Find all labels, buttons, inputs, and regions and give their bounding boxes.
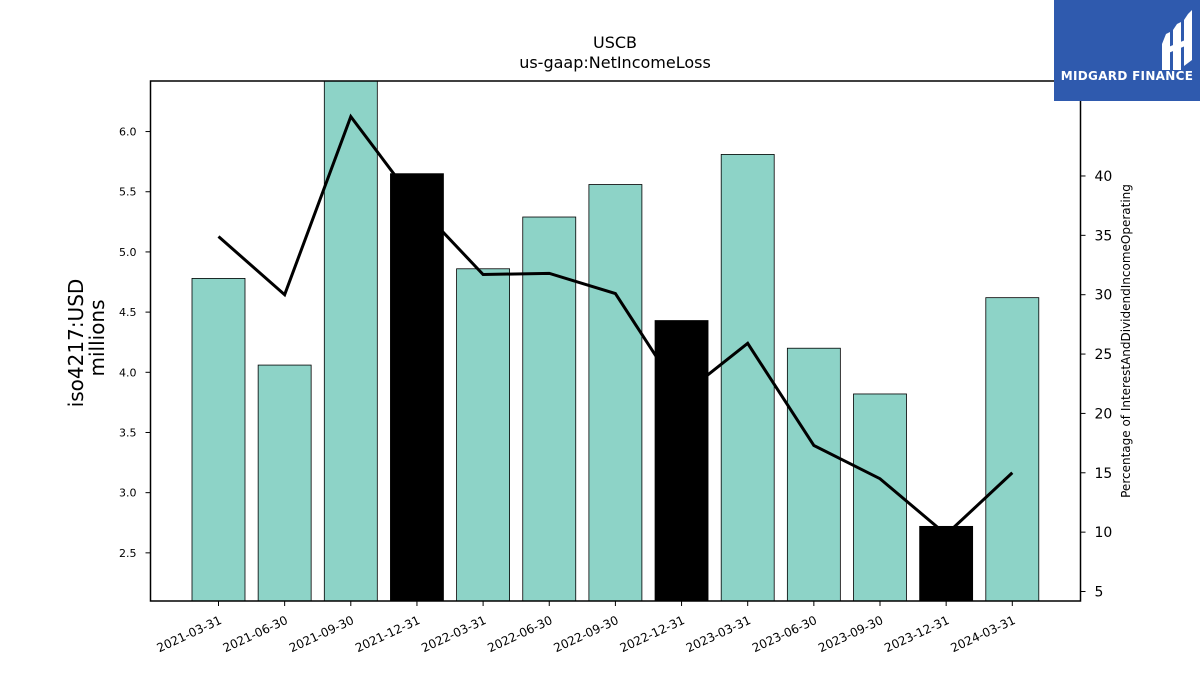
y2-tick-label: 35 xyxy=(1095,228,1113,244)
bar-2022-03-31 xyxy=(456,268,511,602)
y-tick-label: 3.0 xyxy=(119,487,137,500)
x-tick-label: 2023-12-31 xyxy=(882,613,951,655)
x-tick-label: 2023-09-30 xyxy=(816,613,885,655)
line-series xyxy=(217,113,1014,537)
y-tick-label: 6.0 xyxy=(119,126,137,139)
bar-2021-09-30 xyxy=(323,80,378,602)
x-tick-label: 2023-06-30 xyxy=(750,613,819,655)
y-tick-label: 5.0 xyxy=(119,246,137,259)
y-axis-label: iso4217:USD xyxy=(64,279,88,408)
chart-title: USCB xyxy=(593,33,637,52)
x-tick-label: 2022-06-30 xyxy=(485,613,554,655)
bar-2024-03-31 xyxy=(985,297,1040,602)
y2-tick-label: 20 xyxy=(1095,406,1113,422)
y2-axis-label: Percentage of InterestAndDividendIncomeO… xyxy=(1119,184,1133,498)
logo-mark-icon xyxy=(1162,10,1192,70)
y2-tick-label: 30 xyxy=(1095,288,1113,304)
y-axis-left: 2.5 3.0 3.5 4.0 4.5 5.0 5.5 6.0 xyxy=(119,126,151,560)
x-tick-label: 2021-06-30 xyxy=(221,613,290,655)
bar-2023-09-30 xyxy=(853,393,907,602)
logo-text: MIDGARD FINANCE xyxy=(1060,69,1194,83)
y2-tick-label: 40 xyxy=(1095,169,1113,185)
y-axis-right: 5 10 15 20 25 30 35 40 xyxy=(1080,169,1113,601)
x-tick-label: 2024-03-31 xyxy=(948,613,1017,655)
x-tick-label: 2022-09-30 xyxy=(552,613,621,655)
x-tick-label: 2021-03-31 xyxy=(155,613,224,655)
y-tick-label: 4.5 xyxy=(119,306,137,319)
bar-2021-06-30 xyxy=(257,364,312,602)
x-tick-label: 2023-03-31 xyxy=(684,613,753,655)
bar-2023-12-31 xyxy=(919,525,974,602)
brand-logo: MIDGARD FINANCE xyxy=(1054,0,1200,101)
y-tick-label: 2.5 xyxy=(119,547,137,560)
bar-2023-03-31 xyxy=(720,154,775,602)
y2-tick-label: 10 xyxy=(1095,525,1113,541)
y-tick-label: 3.5 xyxy=(119,426,137,439)
bar-2021-12-31 xyxy=(390,173,444,602)
y-tick-label: 4.0 xyxy=(119,366,137,379)
bar-2023-06-30 xyxy=(786,347,841,602)
bar-series xyxy=(191,80,1040,602)
y-axis-label-units: millions xyxy=(85,299,109,376)
x-tick-label: 2021-09-30 xyxy=(287,613,356,655)
x-tick-label: 2021-12-31 xyxy=(353,613,422,655)
bar-2021-03-31 xyxy=(191,278,246,602)
y2-tick-label: 15 xyxy=(1095,466,1113,482)
y2-tick-label: 25 xyxy=(1095,347,1113,363)
x-tick-label: 2022-03-31 xyxy=(419,613,488,655)
bar-2022-06-30 xyxy=(522,216,577,602)
x-tick-label: 2022-12-31 xyxy=(618,613,687,655)
y2-tick-label: 5 xyxy=(1095,585,1104,601)
bar-2022-09-30 xyxy=(588,184,643,602)
y-tick-label: 5.5 xyxy=(119,186,137,199)
x-axis: 2021-03-312021-06-302021-09-302021-12-31… xyxy=(155,601,1018,655)
bar-2022-12-31 xyxy=(654,320,709,602)
chart-subtitle: us-gaap:NetIncomeLoss xyxy=(519,53,711,72)
